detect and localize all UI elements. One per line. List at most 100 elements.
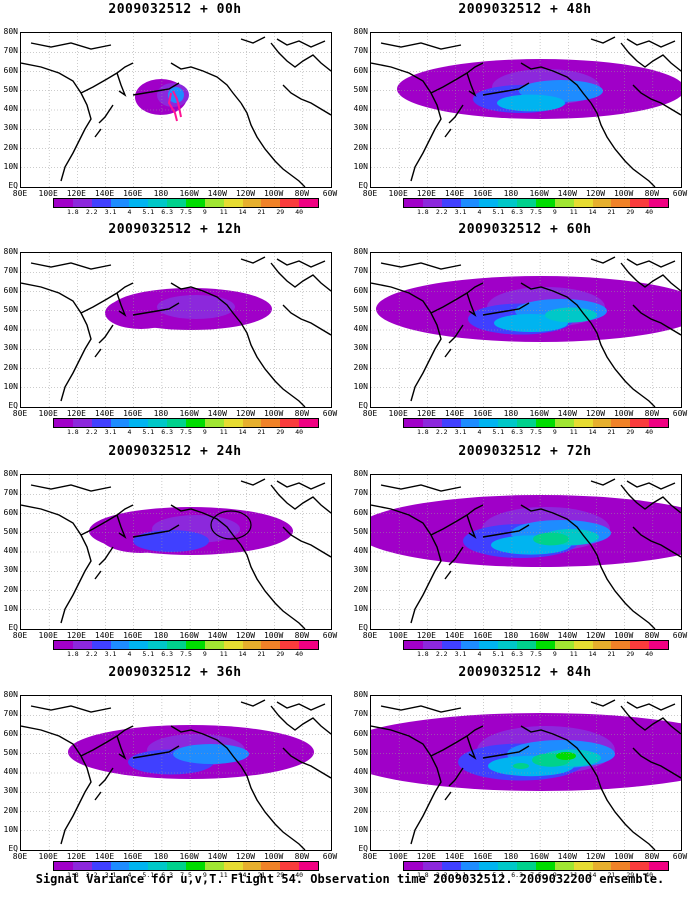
colorbar-label: 6.3 — [161, 871, 174, 879]
latitude-label: 40N — [3, 767, 18, 776]
longitude-label: 60W — [322, 409, 338, 418]
longitude-label: 160E — [123, 631, 143, 640]
longitude-label: 120E — [66, 852, 86, 861]
coastline — [590, 256, 676, 268]
coastline — [632, 84, 681, 116]
colorbar-swatch — [72, 641, 92, 649]
colorbar-label: 40 — [295, 650, 304, 658]
longitude-label: 140E — [444, 631, 465, 640]
longitude-label: 140E — [94, 631, 115, 640]
latitude-label: 80N — [3, 247, 18, 256]
figure-caption: Signal Variance for u,v,T. Flight 54. Ob… — [35, 872, 665, 886]
longitude-label: 120E — [66, 189, 86, 198]
map-frame — [20, 32, 332, 188]
colorbar-swatch — [536, 641, 555, 649]
coastline — [30, 262, 112, 270]
latitude-label: 80N — [3, 690, 18, 699]
colorbar-label: 29 — [276, 208, 285, 216]
colorbar-label: 11 — [219, 428, 228, 436]
latitude-label: 80N — [353, 247, 368, 256]
map-panel: 2009032512 + 48h 80N 70N 60N 50N 40N 30N 20N 10N… — [350, 0, 700, 220]
colorbar-label: 4 — [127, 871, 132, 879]
colorbar-swatch — [573, 641, 593, 649]
coastline — [380, 262, 462, 270]
coastline — [270, 262, 331, 292]
longitude-label: 100W — [263, 189, 284, 198]
colorbar-label: 29 — [626, 871, 635, 879]
coastline — [590, 322, 656, 407]
colorbar-swatch — [129, 419, 149, 427]
colorbar-swatch — [129, 862, 149, 870]
colorbar-swatch — [441, 419, 461, 427]
coastline — [466, 72, 477, 97]
coastline — [132, 524, 180, 538]
latitude-label: 50N — [3, 304, 18, 314]
coastline — [94, 324, 114, 358]
colorbar-swatch — [204, 199, 224, 207]
coastline — [371, 62, 442, 182]
longitude-label: 100W — [263, 631, 284, 640]
colorbar-label: 29 — [626, 208, 635, 216]
colorbar-swatch — [223, 641, 243, 649]
latitude-label: 10N — [3, 161, 18, 171]
latitude-label: 30N — [353, 343, 368, 353]
colorbar-swatch — [148, 862, 168, 870]
latitude-label: 40N — [353, 767, 368, 776]
latitude-label: 30N — [3, 343, 18, 353]
latitude-label: 60N — [3, 728, 18, 738]
colorbar-swatch — [186, 641, 205, 649]
colorbar-swatch — [630, 199, 650, 207]
longitude-label: 80W — [294, 409, 310, 418]
colorbar-label: 9 — [202, 208, 207, 216]
colorbar-swatch — [242, 862, 262, 870]
longitude-label: 100E — [388, 852, 408, 861]
colorbar-swatch — [630, 419, 650, 427]
colorbar-swatch — [299, 641, 319, 649]
colorbar-label: 3.1 — [104, 650, 117, 658]
coastline — [240, 102, 306, 187]
colorbar-swatch — [404, 641, 423, 649]
coastline — [94, 767, 114, 801]
colorbar-swatch — [91, 199, 111, 207]
colorbar-label: 29 — [276, 871, 285, 879]
colorbar — [403, 861, 669, 871]
variance-map — [371, 475, 681, 629]
colorbar-swatch — [422, 419, 442, 427]
coastline — [30, 484, 112, 492]
latitude-label: 50N — [353, 304, 368, 314]
colorbar-label: 5.1 — [142, 871, 155, 879]
map-panel: 2009032512 + 36h 80N 70N 60N 50N 40N 30N 20N 10N… — [0, 663, 350, 883]
panel-title: 2009032512 + 00h — [108, 2, 242, 17]
colorbar-label: 14 — [588, 428, 597, 436]
flight-track — [167, 90, 182, 122]
colorbar-label: 11 — [569, 871, 578, 879]
coastline — [30, 705, 112, 713]
variance-contour — [533, 532, 569, 546]
variance-map — [371, 696, 681, 850]
colorbar — [403, 640, 669, 650]
latitude-label: 50N — [3, 526, 18, 536]
colorbar-label: 1.8 — [416, 428, 429, 436]
colorbar-swatch — [72, 862, 92, 870]
latitude-label: 20N — [3, 362, 18, 372]
latitude-label: 60N — [353, 65, 368, 75]
latitude-label: 50N — [353, 526, 368, 536]
latitude-label: 20N — [3, 142, 18, 152]
latitude-label: 30N — [353, 123, 368, 133]
coastline — [520, 504, 592, 546]
colorbar-swatch — [441, 641, 461, 649]
colorbar-swatch — [299, 862, 319, 870]
colorbar-label: 40 — [295, 871, 304, 879]
colorbar-swatch — [280, 862, 300, 870]
coastline — [482, 302, 530, 316]
coastline — [371, 282, 442, 402]
longitude-label: 120E — [66, 631, 86, 640]
colorbar-label: 9 — [552, 208, 557, 216]
colorbar-swatch — [554, 862, 574, 870]
colorbar-label: 9 — [202, 428, 207, 436]
longitude-label: 80W — [644, 852, 660, 861]
colorbar-label: 7.5 — [530, 871, 542, 879]
colorbar-swatch — [592, 419, 612, 427]
coastline — [240, 256, 326, 268]
longitude-label: 80E — [362, 189, 378, 198]
